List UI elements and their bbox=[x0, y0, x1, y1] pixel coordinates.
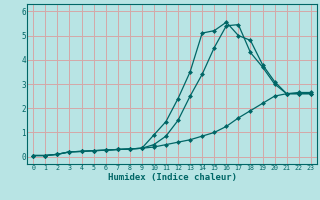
X-axis label: Humidex (Indice chaleur): Humidex (Indice chaleur) bbox=[108, 173, 236, 182]
